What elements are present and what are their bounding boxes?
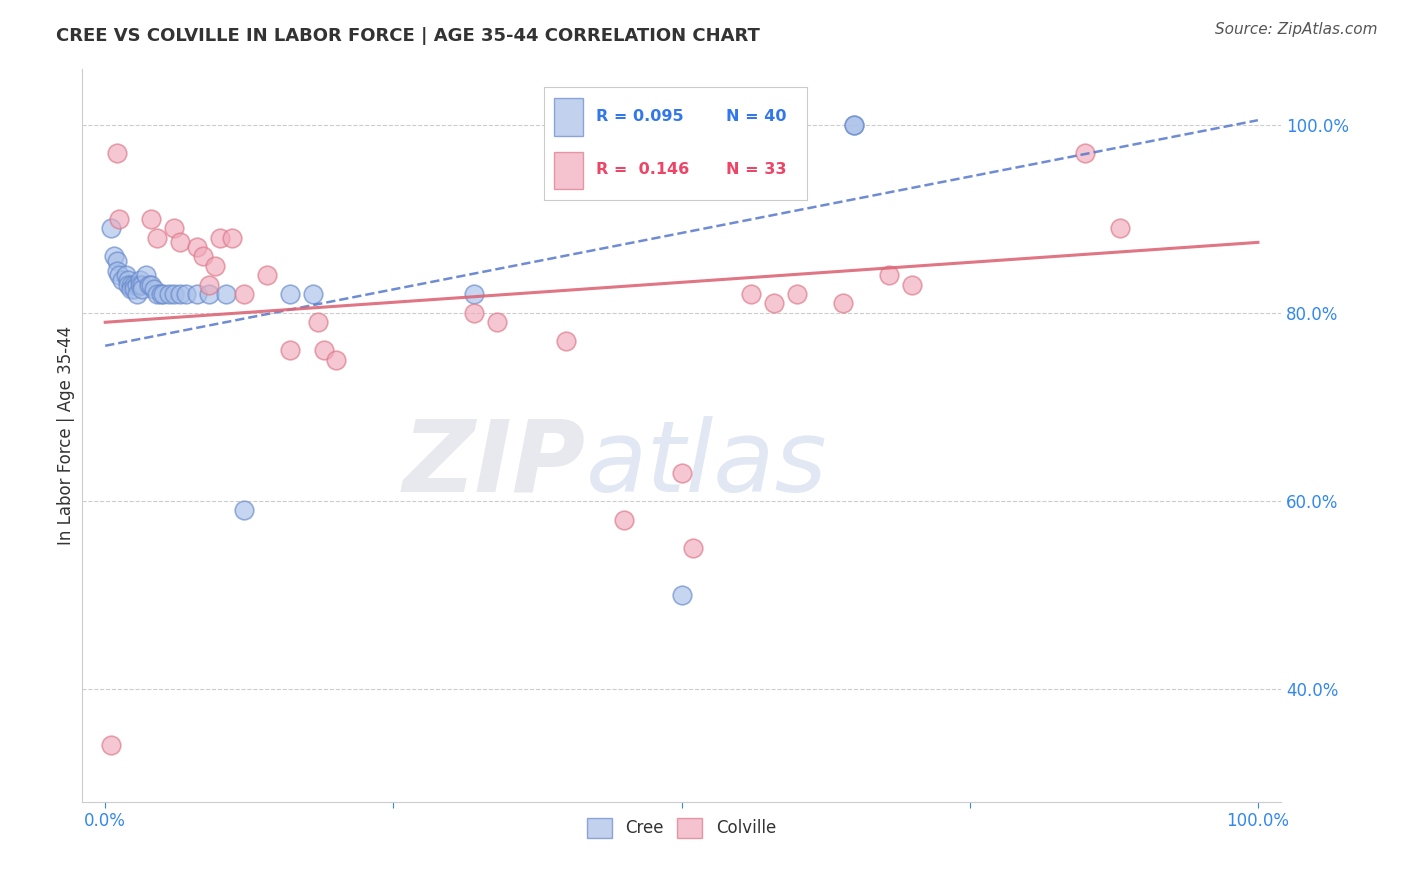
Point [786,287,808,301]
Point [314,343,336,358]
Point [135,268,157,283]
Point [105,146,128,161]
Point [832,296,855,310]
Point [142,282,165,296]
Point [256,268,278,283]
Point [844,118,866,132]
Point [127,277,149,292]
Point [186,240,208,254]
Point [221,230,243,244]
Point [1074,146,1097,161]
Point [127,287,149,301]
Point [120,282,142,296]
Point [671,466,693,480]
Point [149,287,172,301]
Point [138,277,160,292]
Point [555,334,578,348]
Point [117,277,139,292]
Point [105,263,128,277]
Point [301,287,323,301]
Point [141,211,163,226]
Point [103,250,125,264]
Point [100,738,122,752]
Point [325,352,347,367]
Point [307,315,329,329]
Point [108,268,131,283]
Point [122,282,145,296]
Point [278,343,301,358]
Text: CREE VS COLVILLE IN LABOR FORCE | AGE 35-44 CORRELATION CHART: CREE VS COLVILLE IN LABOR FORCE | AGE 35… [56,27,761,45]
Point [613,513,636,527]
Point [232,503,254,517]
Point [128,277,150,292]
Point [152,287,174,301]
Point [100,221,122,235]
Point [157,287,180,301]
Text: Source: ZipAtlas.com: Source: ZipAtlas.com [1215,22,1378,37]
Point [163,221,186,235]
Point [762,296,785,310]
Point [169,235,191,250]
Point [1108,221,1130,235]
Point [105,254,128,268]
Point [146,287,169,301]
Point [486,315,509,329]
Text: atlas: atlas [586,416,827,513]
Point [115,268,138,283]
Point [740,287,762,301]
Point [844,118,866,132]
Point [278,287,301,301]
Point [198,277,221,292]
Text: ZIP: ZIP [402,416,586,513]
Point [901,277,924,292]
Y-axis label: In Labor Force | Age 35-44: In Labor Force | Age 35-44 [58,326,75,545]
Point [232,287,254,301]
Point [163,287,186,301]
Point [204,259,226,273]
Point [141,277,163,292]
Point [463,306,485,320]
Point [131,282,153,296]
Point [186,287,208,301]
Point [215,287,238,301]
Point [169,287,191,301]
Point [111,273,134,287]
Point [682,541,704,555]
Point [120,277,142,292]
Point [146,230,169,244]
Point [108,211,131,226]
Point [193,250,215,264]
Point [877,268,900,283]
Point [117,273,139,287]
Point [122,277,145,292]
Legend: Cree, Colville: Cree, Colville [581,811,783,845]
Point [174,287,197,301]
Point [198,287,221,301]
Point [463,287,485,301]
Point [128,273,150,287]
Point [209,230,232,244]
Point [671,588,693,602]
Point [131,277,153,292]
